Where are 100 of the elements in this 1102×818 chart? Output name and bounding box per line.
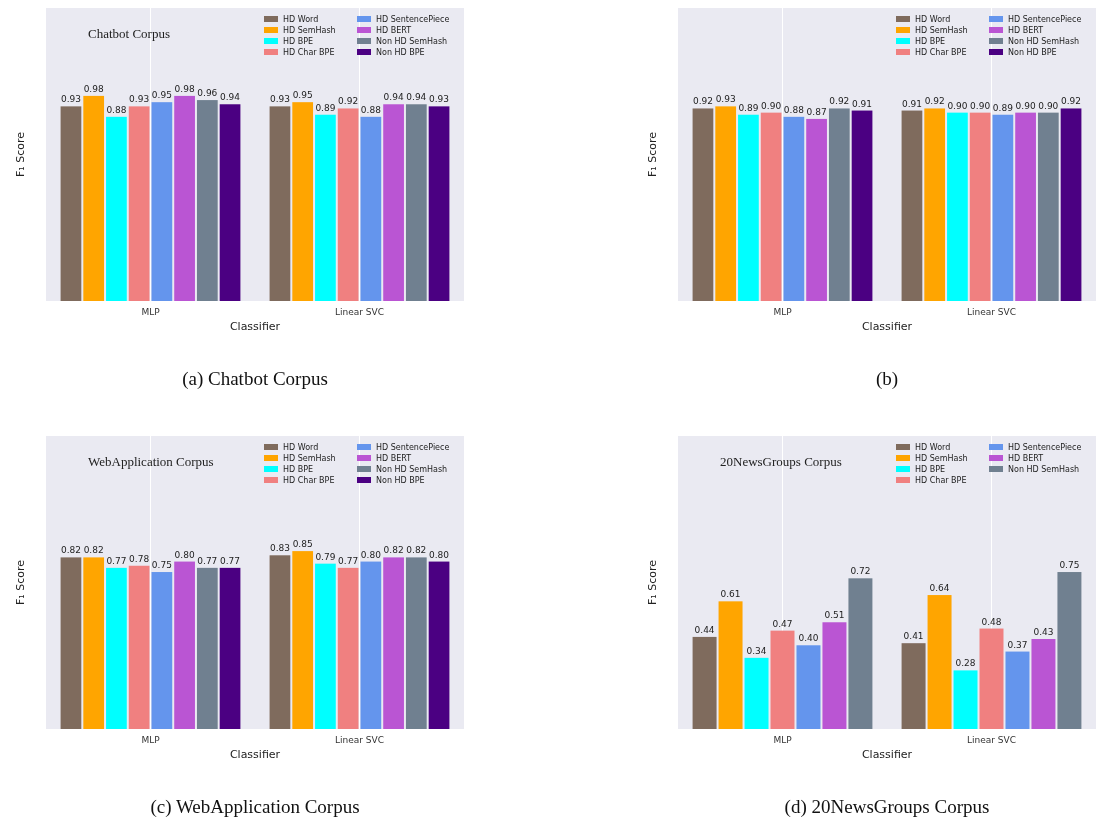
data-label: 0.93	[129, 94, 150, 105]
bar	[770, 630, 795, 729]
bar	[315, 563, 336, 729]
x-tick-label: MLP	[141, 307, 161, 317]
legend-label: Non HD BPE	[376, 476, 425, 485]
legend-label: Non HD SemHash	[376, 37, 448, 46]
bar	[796, 645, 821, 729]
bar	[174, 561, 195, 729]
legend-label: HD Word	[283, 443, 319, 452]
data-label: 0.98	[174, 83, 195, 94]
data-label: 0.88	[360, 104, 382, 115]
data-label: 0.91	[852, 98, 873, 109]
data-label: 0.94	[220, 92, 241, 103]
bar	[822, 622, 847, 729]
bar	[106, 116, 127, 301]
bar	[848, 578, 873, 729]
data-label: 0.80	[360, 549, 382, 560]
data-label: 0.89	[992, 102, 1014, 113]
x-axis-title: Classifier	[229, 320, 281, 333]
text: (b)	[875, 368, 899, 390]
legend-label: HD Char BPE	[915, 476, 967, 485]
bar	[292, 102, 314, 301]
data-label: 0.89	[738, 102, 759, 113]
data-label: 0.77	[338, 555, 359, 566]
legend-label: Non HD BPE	[1008, 48, 1057, 57]
bar	[174, 95, 195, 301]
data-label: 0.47	[772, 618, 793, 629]
data-label: 0.80	[174, 549, 195, 560]
data-label: 0.90	[970, 100, 991, 111]
data-label: 0.40	[798, 633, 819, 644]
legend-label: HD Word	[283, 15, 319, 24]
legend-label: Non HD SemHash	[1008, 37, 1080, 46]
data-label: 0.41	[903, 631, 924, 642]
data-label: 0.34	[746, 645, 767, 656]
data-label: 0.95	[151, 90, 172, 101]
data-label: 0.37	[1007, 639, 1028, 650]
data-label: 0.90	[947, 100, 968, 111]
legend-label: HD SemHash	[915, 26, 968, 35]
y-axis-title: F₁ Score	[14, 559, 27, 606]
data-label: 0.89	[315, 102, 336, 113]
legend-label: HD BERT	[376, 26, 412, 35]
bar	[196, 100, 218, 301]
bar	[128, 106, 150, 301]
data-label: 0.92	[829, 96, 850, 107]
x-tick-label: MLP	[141, 735, 161, 745]
bar	[151, 102, 173, 301]
data-label: 0.82	[406, 545, 427, 556]
x-axis-title: Classifier	[861, 320, 913, 333]
data-label: 0.92	[1061, 96, 1082, 107]
data-label: 0.77	[220, 555, 241, 566]
x-tick-label: MLP	[773, 307, 793, 317]
data-label: 0.88	[106, 104, 127, 115]
bar	[219, 567, 241, 729]
bar	[60, 557, 82, 729]
data-label: 0.87	[806, 106, 827, 117]
data-label: 0.92	[692, 96, 713, 107]
legend-label: Non HD SemHash	[1008, 465, 1080, 474]
legend-label: HD BPE	[283, 37, 314, 46]
legend-label: HD SentencePiece	[376, 15, 450, 24]
x-tick-label: Linear SVC	[335, 735, 384, 745]
bar	[1031, 639, 1056, 729]
legend-label: HD SentencePiece	[1008, 15, 1082, 24]
text: Chatbot Corpus	[88, 26, 170, 41]
bar	[337, 567, 359, 729]
bar	[269, 106, 291, 301]
bar	[83, 557, 105, 729]
bar	[337, 108, 359, 301]
bar	[360, 116, 382, 301]
legend-label: HD Char BPE	[283, 48, 335, 57]
legend-label: Non HD SemHash	[376, 465, 448, 474]
bar	[315, 114, 336, 301]
data-label: 0.82	[383, 545, 404, 556]
data-label: 0.75	[1059, 560, 1080, 571]
bar	[405, 557, 427, 729]
x-tick-label: Linear SVC	[335, 307, 384, 317]
bar	[151, 572, 173, 729]
y-axis-title: F₁ Score	[14, 131, 27, 178]
data-label: 0.82	[83, 545, 104, 556]
legend-label: HD Char BPE	[915, 48, 967, 57]
data-label: 0.51	[824, 610, 845, 621]
legend-label: HD SemHash	[283, 454, 336, 463]
text: (c) WebApplication Corpus	[150, 796, 360, 818]
legend-label: HD BPE	[283, 465, 314, 474]
y-axis-title: F₁ Score	[646, 131, 659, 178]
bar	[901, 643, 926, 729]
data-label: 0.28	[955, 658, 976, 669]
bar	[292, 551, 314, 729]
data-label: 0.75	[151, 560, 172, 571]
data-label: 0.64	[929, 583, 950, 594]
data-label: 0.91	[901, 98, 922, 109]
data-label: 0.78	[129, 553, 150, 564]
bar	[1005, 651, 1030, 729]
legend-label: HD SemHash	[915, 454, 968, 463]
data-label: 0.90	[761, 100, 782, 111]
bar	[953, 670, 978, 729]
data-label: 0.94	[406, 92, 427, 103]
data-label: 0.95	[292, 90, 313, 101]
bar	[692, 636, 717, 729]
x-tick-label: Linear SVC	[967, 307, 1016, 317]
bar	[428, 561, 450, 729]
